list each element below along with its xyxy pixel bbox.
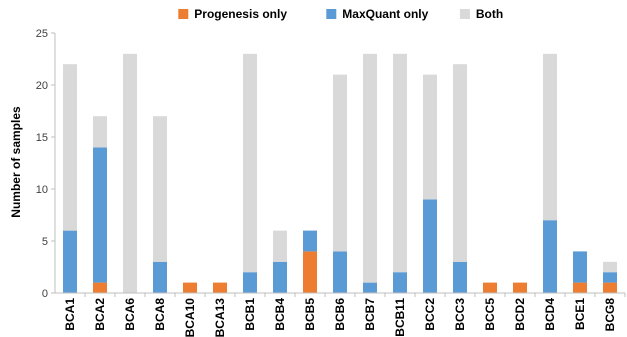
bar-both-bcb7 xyxy=(363,53,377,283)
bar-both-bcb1 xyxy=(243,53,257,273)
y-tick-label: 15 xyxy=(36,132,48,144)
bar-maxquant-only-bcb1 xyxy=(243,272,257,293)
y-tick-label: 20 xyxy=(36,80,48,92)
legend-label-maxquant-only: MaxQuant only xyxy=(342,7,428,21)
legend-label-both: Both xyxy=(476,7,503,21)
y-tick-label: 0 xyxy=(42,288,48,300)
bar-maxquant-only-bcb11 xyxy=(393,272,407,293)
bar-both-bca2 xyxy=(93,116,107,148)
y-axis: 0 5 10 15 20 25 xyxy=(36,28,56,300)
bar-both-bcc3 xyxy=(453,64,467,262)
x-axis: BCA1 BCA2 BCA6 BCA8 BCA10 BCA13 BCB1 BCB4 BCB5 BC… xyxy=(55,292,626,337)
y-axis-label: Number of samples xyxy=(9,106,23,218)
x-tick-label-bca1: BCA1 xyxy=(63,298,77,331)
bar-both-bcb4 xyxy=(273,230,287,262)
x-tick-label-bcg8: BCG8 xyxy=(603,298,617,332)
bar-progenesis-only-bcb5 xyxy=(303,251,317,293)
bar-both-bcc2 xyxy=(423,74,437,200)
x-tick-label-bcb11: BCB11 xyxy=(393,298,407,337)
bar-both-bcd4 xyxy=(543,53,557,221)
bar-maxquant-only-bca8 xyxy=(153,261,167,293)
bar-maxquant-only-bca1 xyxy=(63,230,77,293)
bar-both-bcg8 xyxy=(603,261,617,273)
x-tick-label-bcb7: BCB7 xyxy=(363,298,377,331)
bar-progenesis-only-bca13 xyxy=(213,282,227,293)
bar-maxquant-only-bcc2 xyxy=(423,199,437,293)
y-tick-label: 25 xyxy=(36,28,48,40)
bar-progenesis-only-bca2 xyxy=(93,282,107,293)
x-tick-label-bcb6: BCB6 xyxy=(333,298,347,331)
x-tick-label-bca2: BCA2 xyxy=(93,298,107,331)
x-tick-label-bca6: BCA6 xyxy=(123,298,137,331)
bar-both-bca6 xyxy=(123,53,137,293)
bar-progenesis-only-bcg8 xyxy=(603,282,617,293)
legend-swatch-both xyxy=(459,9,470,19)
x-tick-label-bce1: BCE1 xyxy=(573,298,587,330)
y-tick-label: 5 xyxy=(42,236,48,248)
bar-maxquant-only-bcd4 xyxy=(543,220,557,293)
legend-swatch-progenesis-only xyxy=(178,9,189,19)
x-tick-label-bcd4: BCD4 xyxy=(543,298,557,331)
bars-group xyxy=(63,53,617,293)
x-tick-label-bcc3: BCC3 xyxy=(453,298,467,331)
x-tick-label-bcb5: BCB5 xyxy=(303,298,317,331)
x-tick-label-bcc5: BCC5 xyxy=(483,298,497,331)
bar-both-bcb6 xyxy=(333,74,347,252)
bar-progenesis-only-bcd2 xyxy=(513,282,527,293)
bar-progenesis-only-bcc5 xyxy=(483,282,497,293)
y-tick-label: 10 xyxy=(36,184,48,196)
bar-both-bca8 xyxy=(153,116,167,262)
chart-legend: Progenesis only MaxQuant only Both xyxy=(178,7,503,21)
bar-progenesis-only-bca10 xyxy=(183,282,197,293)
x-tick-label-bca8: BCA8 xyxy=(153,298,167,331)
bar-maxquant-only-bca2 xyxy=(93,147,107,283)
x-tick-label-bcb1: BCB1 xyxy=(243,298,257,331)
legend-swatch-maxquant-only xyxy=(326,9,337,19)
bar-progenesis-only-bce1 xyxy=(573,282,587,293)
x-tick-label-bcc2: BCC2 xyxy=(423,298,437,331)
bar-maxquant-only-bcb4 xyxy=(273,261,287,293)
bar-maxquant-only-bcb5 xyxy=(303,230,317,252)
bar-maxquant-only-bcc3 xyxy=(453,261,467,293)
bar-maxquant-only-bcg8 xyxy=(603,272,617,283)
x-tick-label-bca13: BCA13 xyxy=(213,298,227,337)
bar-maxquant-only-bcb7 xyxy=(363,282,377,293)
x-tick-label-bcb4: BCB4 xyxy=(273,298,287,331)
bar-both-bca1 xyxy=(63,64,77,231)
x-tick-label-bcd2: BCD2 xyxy=(513,298,527,331)
bar-both-bcb11 xyxy=(393,53,407,273)
bar-maxquant-only-bce1 xyxy=(573,251,587,283)
legend-label-progenesis-only: Progenesis only xyxy=(194,7,287,21)
bar-maxquant-only-bcb6 xyxy=(333,251,347,293)
x-tick-label-bca10: BCA10 xyxy=(183,298,197,337)
